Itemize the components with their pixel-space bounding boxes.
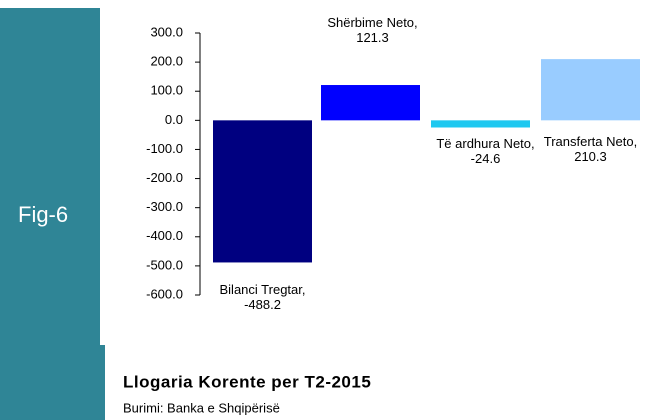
data-label: Shërbime Neto, 121.3 (327, 15, 418, 46)
y-tick-label: 100.0 (150, 83, 183, 98)
data-label: Bilanci Tregtar, -488.2 (219, 282, 306, 313)
y-tick-label: -200.0 (146, 170, 183, 185)
data-label: Të ardhura Neto, -24.6 (436, 136, 535, 167)
y-tick-label: -100.0 (146, 141, 183, 156)
data-label: Transferta Neto, 210.3 (543, 134, 638, 165)
y-tick-label: 0.0 (165, 112, 183, 127)
chart-title: Llogaria Korente per T2-2015 (123, 372, 371, 391)
side-band (0, 8, 100, 420)
y-tick-label: -300.0 (146, 199, 183, 214)
y-tick-label: -400.0 (146, 228, 183, 243)
source: Burimi: Banka e Shqipërisë (123, 400, 280, 415)
y-tick-label: 200.0 (150, 54, 183, 69)
fig-label: Fig-6 (18, 202, 68, 227)
y-tick-label: -600.0 (146, 286, 183, 301)
bar (541, 59, 640, 121)
y-tick-label: -500.0 (146, 257, 183, 272)
bar (431, 120, 530, 128)
bar (213, 120, 312, 263)
y-tick-label: 300.0 (150, 24, 183, 39)
bar (321, 85, 420, 121)
side-notch (100, 345, 105, 420)
